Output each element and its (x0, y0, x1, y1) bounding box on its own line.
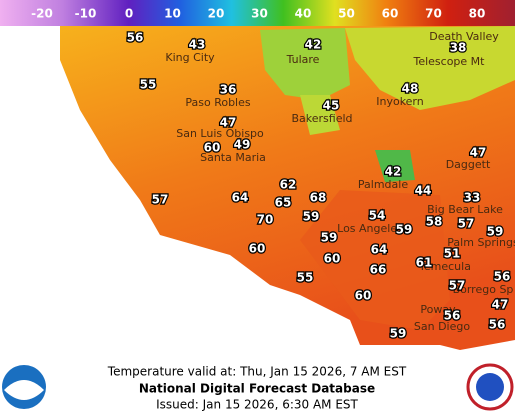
logos (2, 363, 514, 411)
temperature: 43 (189, 38, 206, 52)
city-label: King City (165, 51, 215, 64)
legend-label: -20 (31, 7, 53, 21)
valley-zone (300, 95, 340, 135)
city-label: Temecula (418, 260, 471, 273)
temperature: 64 (371, 243, 388, 257)
temperature: 60 (355, 289, 372, 303)
legend-label: -10 (75, 7, 97, 21)
city-label: Big Bear Lake (427, 203, 503, 216)
temperature: 33 (464, 191, 481, 205)
temperature: 61 (416, 256, 433, 270)
legend-label: 80 (469, 7, 486, 21)
temperature: 42 (385, 165, 402, 179)
coast-zone (300, 190, 450, 330)
temperature: 59 (390, 327, 407, 341)
valid-time: Temperature valid at: Thu, Jan 15 2026, … (107, 365, 407, 379)
city-label: Santa Maria (200, 151, 266, 164)
temperature: 57 (458, 217, 475, 231)
temperature: 60 (324, 252, 341, 266)
legend-label: 70 (425, 7, 442, 21)
temperature: 68 (310, 191, 327, 205)
temperature: 56 (127, 31, 144, 45)
temperature: 56 (489, 318, 506, 332)
temperature: 44 (415, 184, 432, 198)
temperature: 51 (444, 247, 461, 261)
temperature: 59 (396, 223, 413, 237)
city-label: Los Angeles (337, 222, 403, 235)
city-label: San Luis Obispo (176, 127, 264, 140)
temperature: 49 (234, 138, 251, 152)
legend-label: 40 (295, 7, 312, 21)
temperature: 62 (280, 178, 297, 192)
nws-center (476, 373, 504, 401)
desert-zone (345, 26, 515, 110)
temperature: 57 (449, 279, 466, 293)
temperature: 45 (323, 99, 340, 113)
city-label: Inyokern (376, 95, 424, 108)
city-label: Palm Springs (447, 236, 515, 249)
temperature: 38 (450, 41, 467, 55)
temperature: 42 (305, 38, 322, 52)
legend-label: 0 (125, 7, 133, 21)
temperature: 59 (487, 225, 504, 239)
city-label: Telescope Mt (412, 55, 485, 68)
city-label: Paso Robles (185, 96, 251, 109)
temperature: 56 (494, 270, 511, 284)
temperature: 59 (321, 231, 338, 245)
city-label: Poway (420, 303, 456, 316)
temperature: 56 (444, 309, 461, 323)
temperature: 66 (370, 263, 387, 277)
legend-label: 30 (251, 7, 268, 21)
temperature: 60 (249, 242, 266, 256)
valley-zone (260, 28, 350, 100)
temperature: 59 (303, 210, 320, 224)
city-label: Daggett (446, 158, 491, 171)
temperature: 65 (275, 196, 292, 210)
legend-label: 20 (208, 7, 225, 21)
issued-time: Issued: Jan 15 2026, 6:30 AM EST (156, 398, 358, 412)
footer-title: National Digital Forecast Database (139, 382, 375, 396)
temperature: 47 (470, 146, 487, 160)
legend-label: 10 (164, 7, 181, 21)
city-label: Death Valley (429, 30, 499, 43)
color-bar (0, 0, 515, 26)
temperature: 47 (492, 298, 509, 312)
temperature: 58 (426, 215, 443, 229)
temperature: 48 (402, 82, 419, 96)
temperature: 54 (369, 209, 386, 223)
city-label: Bakersfield (291, 112, 352, 125)
city-label: Borrego Sp (453, 283, 514, 296)
city-label: Tulare (286, 53, 320, 66)
green-zone (375, 150, 415, 182)
city-label: San Diego (414, 320, 470, 333)
legend-label: 60 (382, 7, 399, 21)
temperature: 70 (257, 213, 274, 227)
temperature: 57 (152, 193, 169, 207)
temperature: 36 (220, 83, 237, 97)
noaa-wave (4, 380, 44, 400)
temperature: 60 (204, 141, 221, 155)
temperature: 64 (232, 191, 249, 205)
legend-label: 50 (338, 7, 355, 21)
temperature: 47 (220, 116, 237, 130)
temperature: 55 (297, 271, 314, 285)
city-label: Palmdale (358, 178, 408, 191)
temperature: 55 (140, 78, 157, 92)
